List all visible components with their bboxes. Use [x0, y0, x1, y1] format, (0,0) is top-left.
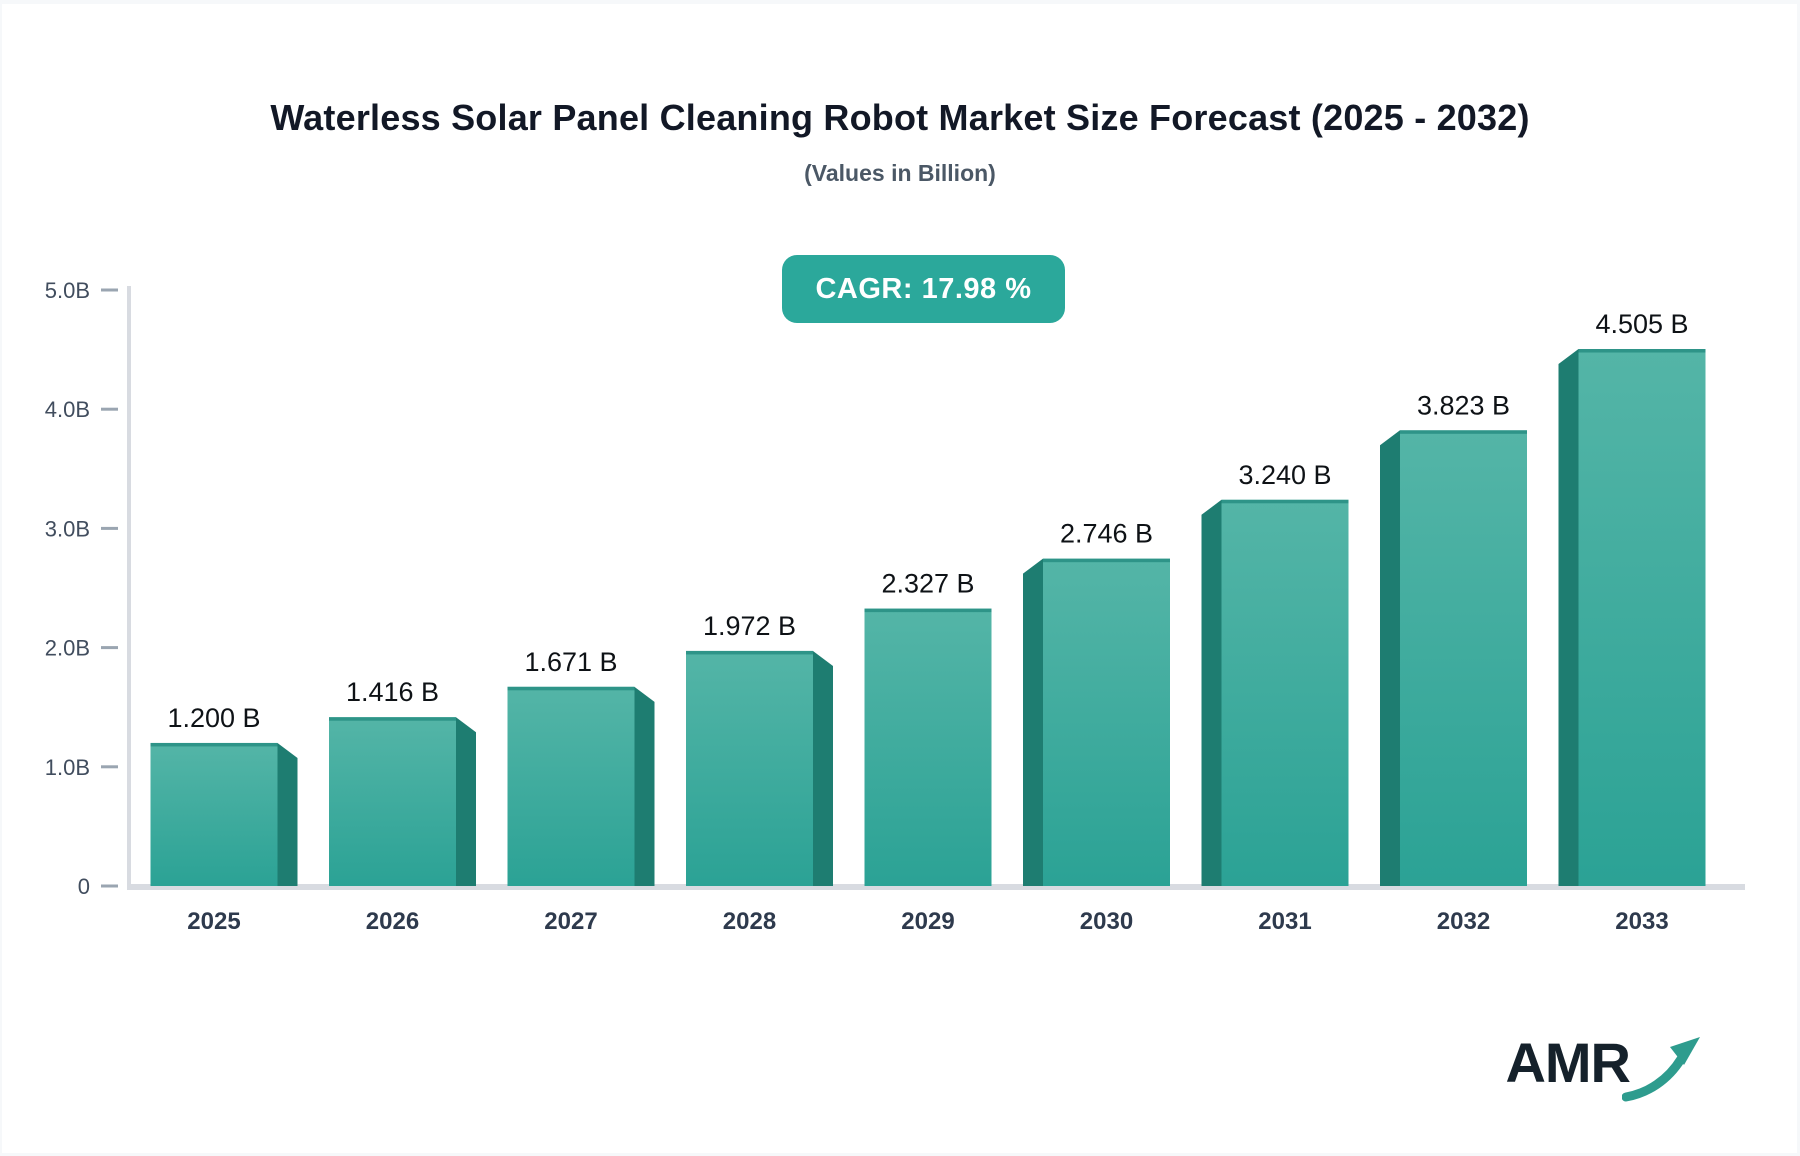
bar-top-edge — [1221, 499, 1349, 504]
x-axis-label: 2028 — [723, 908, 776, 935]
x-axis-label: 2026 — [366, 908, 419, 935]
bar-top-edge — [1400, 430, 1527, 434]
bar-side-face — [1558, 349, 1579, 886]
x-axis-label: 2025 — [187, 908, 240, 935]
bar-value-label: 2.746 B — [1060, 519, 1153, 549]
cagr-badge-label: CAGR: 17.98 % — [815, 272, 1032, 305]
bar-front-face — [1400, 430, 1527, 886]
bar-top-edge — [686, 650, 813, 655]
bar-top-edge — [329, 717, 456, 721]
bar-top-edge — [1578, 349, 1706, 353]
bar-group-2029: 2.327 B 2029 — [864, 569, 992, 935]
amr-logo: AMR — [1505, 1032, 1702, 1104]
y-axis-tick — [101, 407, 118, 411]
bar-value-label: 1.200 B — [167, 703, 260, 733]
bar-front-face — [1578, 349, 1706, 886]
bar-group-2030: 2.746 B 2030 — [1023, 519, 1170, 935]
page-edge-left — [0, 0, 2, 1156]
bar-group-2032: 3.823 B 2032 — [1380, 390, 1527, 935]
bar-value-label: 4.505 B — [1595, 309, 1688, 339]
bar-side-face — [277, 742, 298, 886]
x-axis-label: 2031 — [1258, 908, 1311, 935]
page-edge-right — [1797, 0, 1800, 1156]
bar-front-face — [686, 650, 813, 886]
bar-side-face — [813, 650, 833, 886]
bar-side-face — [456, 717, 476, 886]
y-axis-tick — [101, 526, 118, 530]
bar-value-label: 1.671 B — [524, 647, 617, 677]
y-axis-tick — [101, 765, 118, 769]
bar-side-face — [1023, 558, 1043, 886]
chart-subtitle: (Values in Billion) — [804, 160, 996, 186]
y-axis-label: 3.0B — [45, 516, 90, 541]
bar-front-face — [150, 742, 278, 886]
x-axis-label: 2033 — [1615, 908, 1668, 935]
chart-title: Waterless Solar Panel Cleaning Robot Mar… — [270, 97, 1530, 138]
bar-value-label: 1.416 B — [346, 677, 439, 707]
bar-front-face — [1043, 558, 1170, 886]
bar-front-face — [864, 608, 992, 886]
y-axis-label: 5.0B — [45, 278, 90, 303]
bar-group-2031: 3.240 B 2031 — [1201, 460, 1349, 935]
page-edge-bottom — [0, 1153, 1800, 1156]
y-axis-label: 1.0B — [45, 755, 90, 780]
bar-front-face — [329, 717, 456, 886]
bar-top-edge — [150, 742, 278, 747]
bar-value-label: 2.327 B — [881, 569, 974, 599]
logo-growth-arrow-icon — [1622, 1037, 1700, 1102]
bar-side-face — [1201, 499, 1222, 886]
bar-group-2025: 1.200 B 2025 — [150, 703, 298, 935]
x-axis-label: 2030 — [1080, 908, 1133, 935]
bar-value-label: 3.240 B — [1238, 460, 1331, 490]
bar-value-label: 3.823 B — [1417, 390, 1510, 420]
bar-side-face — [1380, 430, 1400, 886]
bar-group-2033: 4.505 B 2033 — [1558, 309, 1706, 935]
y-axis-label: 0 — [78, 874, 90, 899]
y-axis-label: 4.0B — [45, 397, 90, 422]
bar-front-face — [507, 686, 635, 886]
bar-group-2028: 1.972 B 2028 — [686, 611, 833, 935]
y-axis-label: 2.0B — [45, 636, 90, 661]
bar-group-2027: 1.671 B 2027 — [507, 647, 655, 935]
bar-front-face — [1221, 499, 1349, 886]
x-axis-label: 2027 — [544, 908, 597, 935]
x-axis-label: 2032 — [1437, 908, 1490, 935]
y-axis-tick — [101, 646, 118, 650]
y-axis-line — [127, 286, 131, 890]
y-axis-tick — [101, 884, 118, 888]
bar-top-edge — [864, 608, 992, 613]
bar-top-edge — [507, 686, 635, 691]
x-axis-label: 2029 — [901, 908, 954, 935]
page-edge-top — [0, 0, 1800, 4]
bar-side-face — [634, 686, 655, 886]
amr-logo-text: AMR — [1505, 1031, 1631, 1094]
y-axis-tick — [101, 288, 118, 292]
bar-value-label: 1.972 B — [703, 611, 796, 641]
bar-group-2026: 1.416 B 2026 — [329, 677, 476, 935]
cagr-badge: CAGR: 17.98 % — [782, 255, 1065, 323]
x-axis-line — [127, 884, 1745, 890]
bar-top-edge — [1043, 558, 1170, 563]
